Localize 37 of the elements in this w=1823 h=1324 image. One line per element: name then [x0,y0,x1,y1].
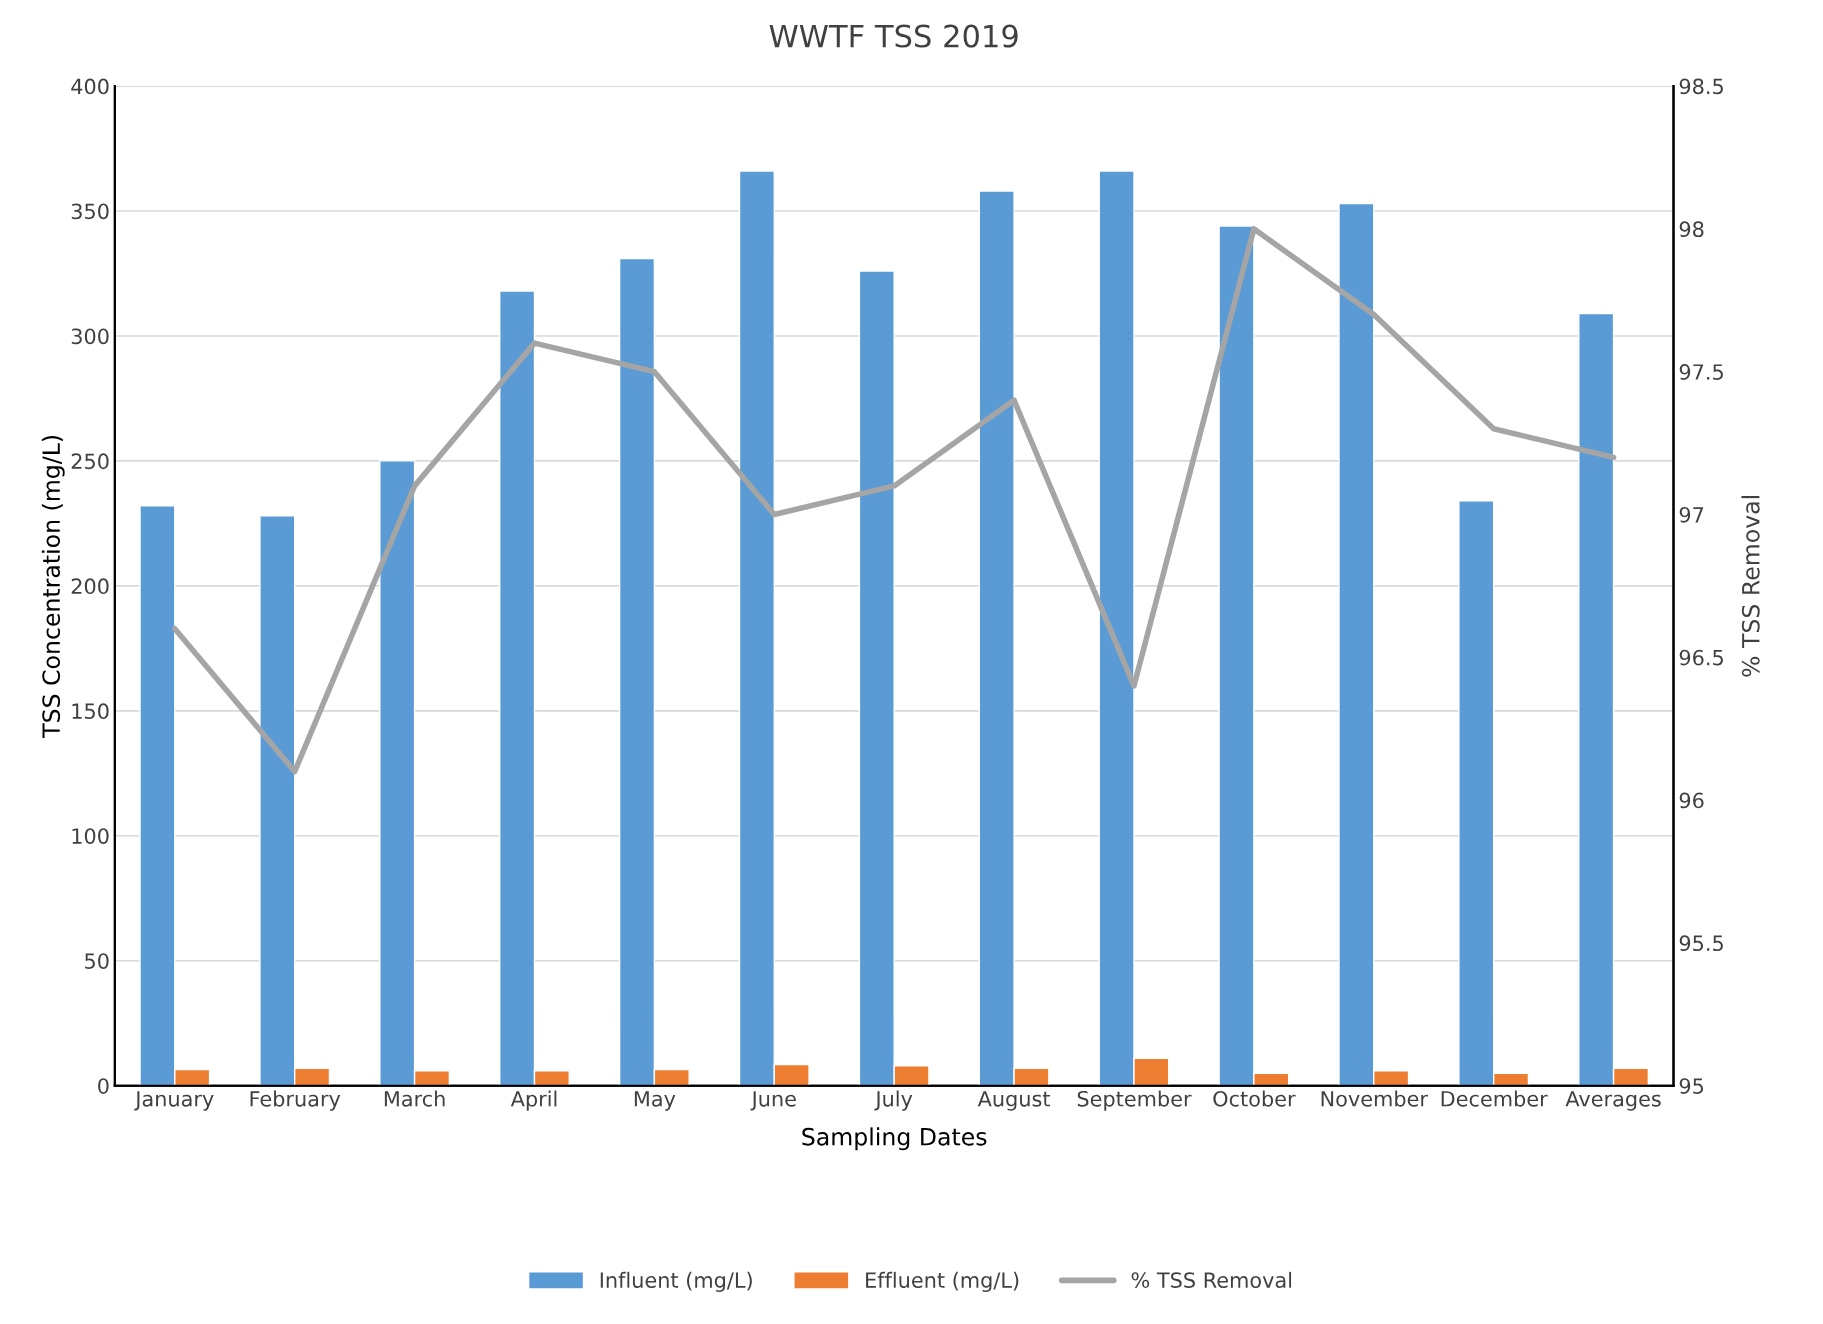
y2-tick-label: 97.5 [1679,364,1723,380]
x-tick-label: July [874,1090,913,1111]
y-tick-label: 50 [85,953,109,969]
legend-label: % TSS Removal [1131,1271,1292,1288]
x-tick-label: June [750,1091,796,1111]
x-tick-label: August [977,1091,1051,1111]
x-tick-label: February [250,1090,341,1111]
legend-label: Influent (mg/L) [600,1271,752,1293]
y-tick-label: 300 [71,328,109,345]
y2-tick-label: 95 [1679,1078,1704,1094]
y-tick-label: 200 [71,578,109,595]
x-tick-label: May [634,1091,676,1111]
x-tick-label: September [1077,1090,1192,1111]
chart-title: WWTF TSS 2019 [769,24,1018,48]
x-axis-title: Sampling Dates [802,1127,987,1151]
legend-label: Effluent (mg/L) [866,1271,1019,1293]
y2-tick-label: 95.5 [1679,935,1723,952]
y-tick-label: 0 [98,1078,109,1094]
y-tick-label: 400 [71,78,109,95]
x-tick-label: April [510,1090,557,1111]
x-tick-label: Averages [1565,1091,1661,1111]
y-tick-label: 350 [71,203,109,220]
y2-tick-label: 98.5 [1679,78,1723,95]
y-axis-title: TSS Concentration (mg/L) [41,435,65,738]
x-tick-label: October [1213,1090,1296,1107]
x-tick-label: November [1321,1090,1428,1107]
y2-tick-label: 97 [1679,506,1704,523]
x-tick-label: March [384,1090,445,1107]
y2-axis-title: % TSS Removal [1741,496,1760,677]
x-tick-label: January [134,1091,214,1111]
y2-tick-label: 96.5 [1679,649,1723,666]
y2-tick-label: 98 [1679,221,1704,238]
y-tick-label: 150 [72,703,109,720]
y-tick-label: 250 [71,453,109,470]
y2-tick-label: 96 [1679,792,1704,809]
y-tick-label: 100 [72,828,109,844]
x-tick-label: December [1441,1090,1548,1107]
